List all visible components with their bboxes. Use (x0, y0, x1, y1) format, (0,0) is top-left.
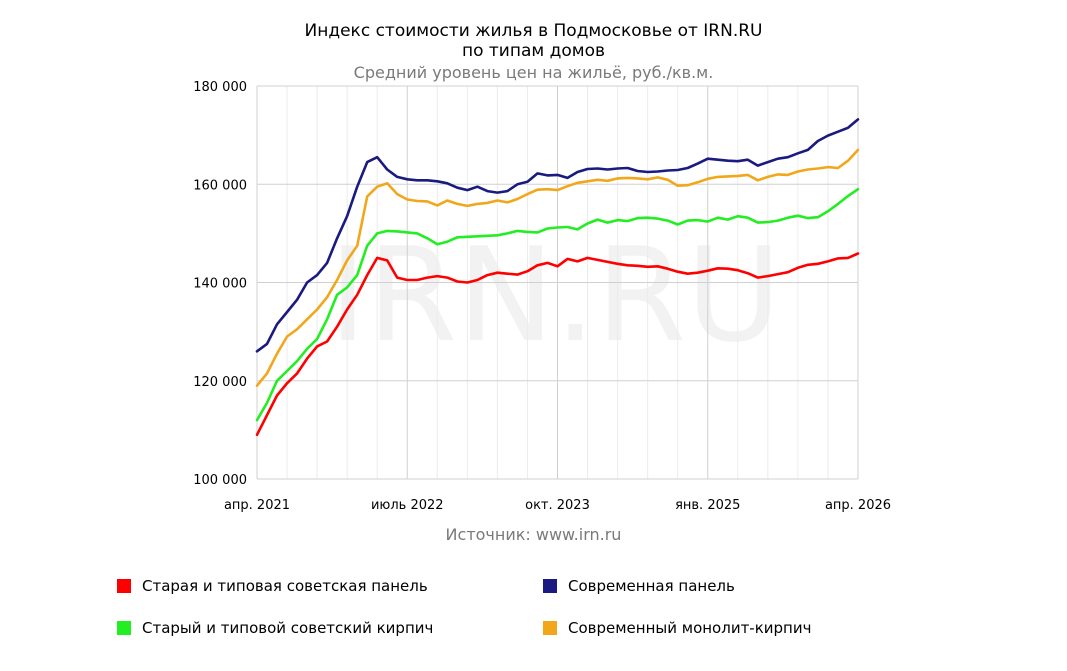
x-tick-label: июль 2022 (371, 498, 444, 513)
chart-title-line2: по типам домов (461, 41, 606, 61)
legend-label: Старый и типовой советский кирпич (142, 619, 434, 637)
legend-swatch (117, 579, 131, 593)
chart-title-line1: Индекс стоимости жилья в Подмосковье от … (304, 21, 763, 41)
x-tick-label: апр. 2026 (825, 498, 891, 513)
legend-swatch (543, 621, 557, 635)
y-tick-label: 160 000 (193, 178, 247, 193)
legend-label: Современная панель (568, 577, 735, 595)
legend-label: Современный монолит-кирпич (568, 619, 812, 637)
y-tick-label: 180 000 (193, 80, 247, 95)
legend-item: Старый и типовой советский кирпич (117, 618, 433, 638)
y-tick-label: 120 000 (193, 375, 247, 390)
source-note: Источник: www.irn.ru (445, 525, 622, 544)
series-line-1 (255, 118, 860, 353)
legend-swatch (543, 579, 557, 593)
series-line-2 (255, 187, 860, 422)
x-tick-label: окт. 2023 (525, 498, 590, 513)
legend-label: Старая и типовая советская панель (142, 577, 428, 595)
chart-subtitle: Средний уровень цен на жильё, руб./кв.м. (353, 63, 714, 82)
legend-swatch (117, 621, 131, 635)
watermark: IRN.RU (329, 219, 782, 371)
legend-item: Современный монолит-кирпич (543, 618, 811, 638)
series-line-3 (255, 148, 860, 387)
series-line-0 (255, 252, 860, 437)
x-tick-label: апр. 2021 (224, 498, 290, 513)
y-tick-label: 100 000 (193, 473, 247, 488)
legend-item: Современная панель (543, 576, 735, 596)
y-tick-label: 140 000 (193, 277, 247, 292)
legend-item: Старая и типовая советская панель (117, 576, 428, 596)
x-tick-label: янв. 2025 (675, 498, 740, 513)
